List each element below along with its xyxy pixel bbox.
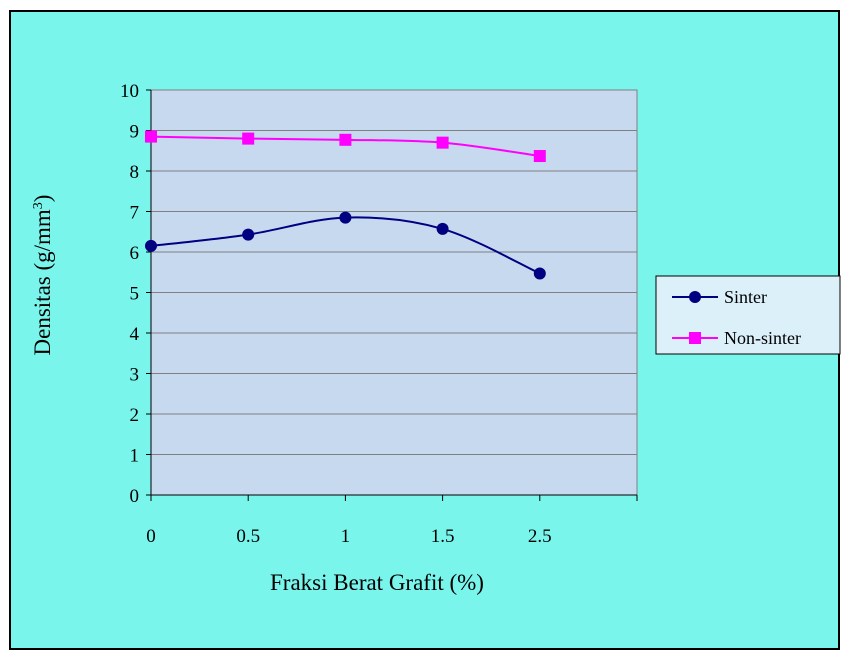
data-point-non-sinter [242, 132, 255, 145]
legend-item-non-sinter: Non-sinter [672, 328, 801, 348]
y-tick-label: 3 [130, 365, 140, 386]
x-tick-label: 0.5 [236, 526, 260, 547]
series-layer [145, 130, 546, 280]
legend-marker [689, 291, 701, 303]
data-point-sinter [242, 228, 255, 241]
data-point-non-sinter [145, 130, 157, 143]
grid-lines [151, 130, 637, 455]
x-axis-title: Fraksi Berat Grafit (%) [270, 570, 484, 595]
legend-label: Sinter [724, 287, 767, 307]
y-tick-label: 1 [130, 446, 140, 467]
y-axis-title-end: ) [30, 195, 55, 203]
y-tick-label: 0 [130, 486, 140, 507]
data-point-sinter [436, 222, 449, 235]
y-tick-label: 10 [120, 81, 139, 102]
y-axis-title-main: Densitas (g/mm [30, 209, 55, 355]
y-tick-label: 8 [130, 162, 140, 183]
y-axis-title-superscript: 3 [31, 202, 46, 209]
y-axis-title: Densitas (g/mm3) [30, 195, 55, 356]
series-sinter [145, 211, 546, 280]
y-tick-label: 5 [130, 284, 140, 305]
legend-label: Non-sinter [724, 328, 801, 348]
legend: Sinter Non-sinter [655, 275, 841, 355]
data-point-sinter [145, 239, 157, 252]
legend-box [655, 275, 841, 355]
x-tick-labels: 0 0.5 1 1.5 2.5 [146, 495, 638, 547]
y-tick-label: 9 [130, 122, 140, 143]
data-point-sinter [339, 211, 352, 224]
y-tick-label: 6 [130, 243, 140, 264]
series-non-sinter [145, 130, 546, 163]
y-tick-label: 4 [130, 324, 140, 345]
x-tick-label: 1.5 [431, 526, 455, 547]
data-point-non-sinter [436, 136, 449, 149]
data-point-non-sinter [339, 133, 352, 146]
y-tick-labels: 0 1 2 3 4 5 6 7 8 9 10 [120, 81, 151, 507]
data-point-non-sinter [533, 150, 546, 163]
y-tick-label: 7 [130, 203, 140, 224]
legend-item-sinter: Sinter [672, 287, 767, 307]
x-tick-label: 2.5 [528, 526, 552, 547]
x-tick-label: 0 [146, 526, 156, 547]
y-tick-label: 2 [130, 405, 140, 426]
x-tick-label: 1 [341, 526, 351, 547]
data-point-sinter [533, 267, 546, 280]
legend-marker [689, 332, 701, 344]
